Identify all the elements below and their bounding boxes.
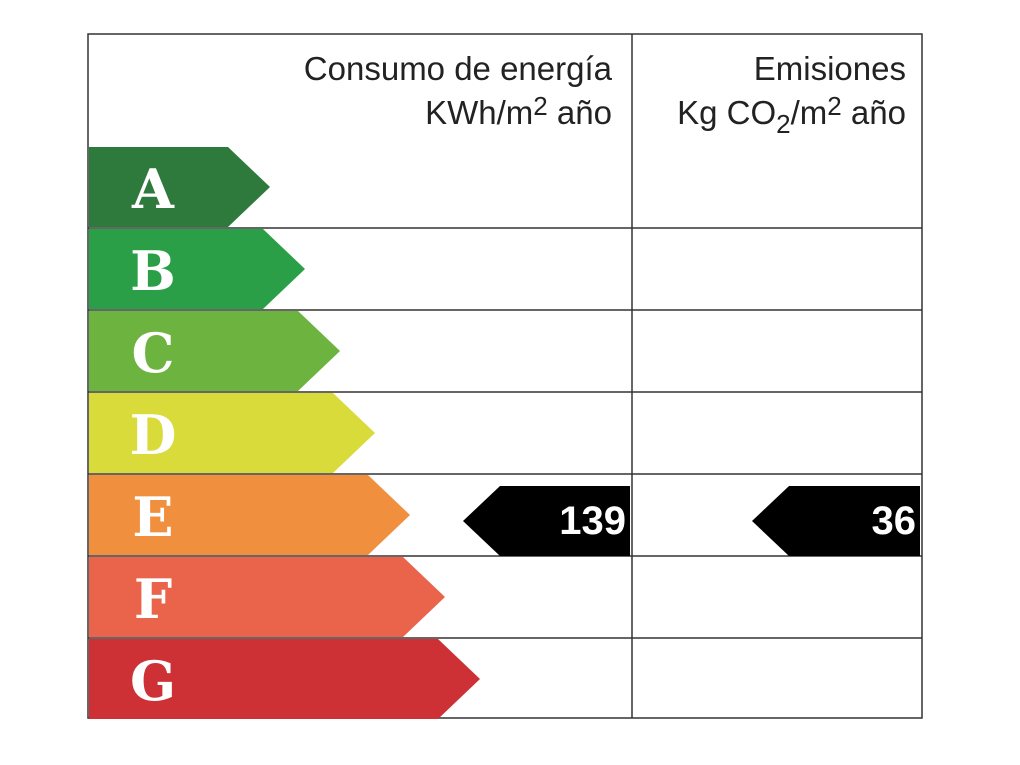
unit-part: año bbox=[548, 94, 612, 131]
unit-part: Kg CO bbox=[677, 94, 776, 131]
rating-arrow bbox=[89, 393, 375, 473]
rating-arrow bbox=[89, 557, 445, 637]
rating-arrow bbox=[89, 229, 305, 309]
table-border bbox=[87, 33, 923, 719]
header-title: Consumo de energía bbox=[304, 50, 613, 87]
unit-part: año bbox=[842, 94, 906, 131]
rating-arrow bbox=[89, 311, 340, 391]
rating-marker bbox=[752, 486, 920, 556]
rating-letter: F bbox=[134, 567, 172, 631]
rating-letter: G bbox=[130, 649, 176, 713]
rating-letter: C bbox=[132, 321, 175, 385]
header-unit: KWh/m2 año bbox=[425, 91, 612, 131]
rating-value: 139 bbox=[559, 499, 626, 543]
rating-arrow bbox=[89, 475, 410, 555]
unit-part: KWh/m bbox=[425, 94, 533, 131]
unit-part: 2 bbox=[533, 91, 547, 121]
rating-arrow bbox=[89, 639, 480, 719]
rating-arrow bbox=[89, 147, 270, 227]
rating-value: 36 bbox=[872, 499, 917, 543]
unit-part: /m bbox=[791, 94, 828, 131]
rating-letter: E bbox=[132, 485, 173, 549]
rating-letter: D bbox=[130, 403, 177, 467]
rating-marker bbox=[463, 486, 630, 556]
rating-letter: A bbox=[131, 157, 175, 221]
header-unit: Kg CO2/m2 año bbox=[677, 91, 906, 139]
unit-part: 2 bbox=[776, 109, 790, 139]
header-title: Emisiones bbox=[754, 50, 906, 87]
rating-letter: B bbox=[130, 239, 176, 303]
unit-part: 2 bbox=[827, 91, 841, 121]
